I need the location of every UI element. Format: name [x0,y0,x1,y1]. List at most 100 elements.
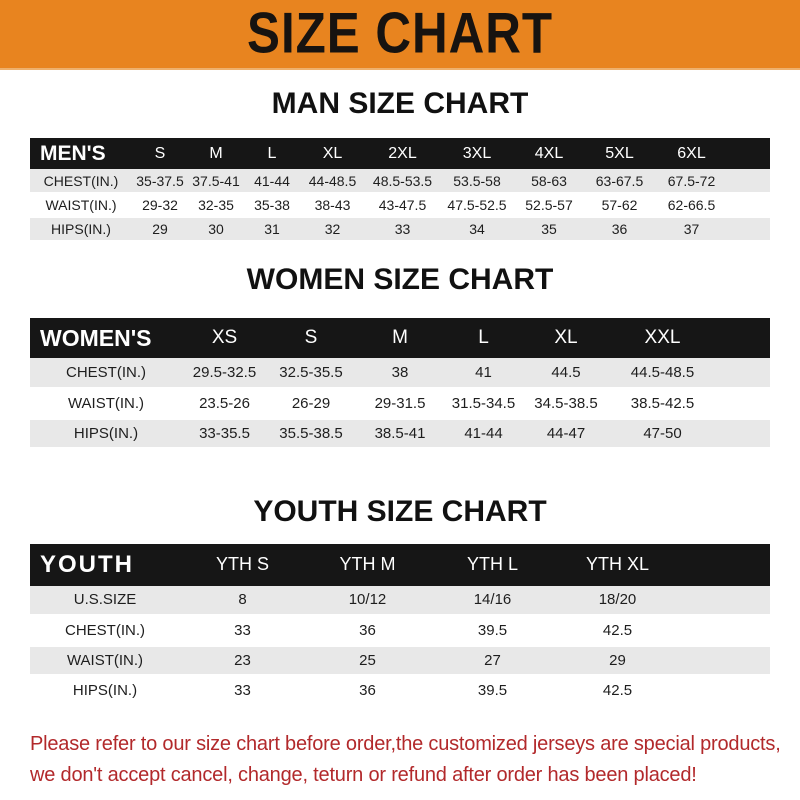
value-cell: 29 [132,217,188,242]
filler-cell [728,169,770,194]
value-cell: 41 [445,358,522,390]
value-cell: 23.5-26 [182,388,267,420]
value-cell: 58-63 [514,169,584,194]
value-cell: 43-47.5 [365,193,440,218]
value-cell: 14/16 [430,585,555,617]
value-cell: 47-50 [610,418,715,450]
value-cell: 44-47 [522,418,610,450]
value-cell: 25 [305,645,430,677]
value-cell: 33 [180,675,305,707]
value-cell: 53.5-58 [440,169,514,194]
section-women: WOMEN SIZE CHART WOMEN'S XS S M L XL XXL CHEST(… [0,263,800,450]
value-cell: 38-43 [300,193,365,218]
table-row: WAIST(IN.) 29-32 32-35 35-38 38-43 43-47.5 47.… [30,193,770,218]
value-cell: 36 [305,615,430,647]
table-header-row: WOMEN'S XS S M L XL XXL [30,318,770,358]
table-row: WAIST(IN.) 23.5-26 26-29 29-31.5 31.5-34.5 34… [30,388,770,420]
filler-cell [680,615,770,647]
value-cell: 37.5-41 [188,169,244,194]
value-cell: 44.5-48.5 [610,358,715,390]
value-cell: 23 [180,645,305,677]
value-cell: 42.5 [555,615,680,647]
column-header: S [132,138,188,169]
row-label: WAIST(IN.) [30,645,180,677]
table-row: CHEST(IN.) 35-37.5 37.5-41 41-44 44-48.5 48.5… [30,169,770,194]
value-cell: 37 [655,217,728,242]
filler-cell [680,543,770,586]
filler-cell [728,138,770,169]
row-label: CHEST(IN.) [30,169,132,194]
column-header: XXL [610,318,715,358]
filler-cell [728,217,770,242]
value-cell: 34 [440,217,514,242]
column-header: YTH L [430,543,555,586]
filler-cell [680,675,770,707]
value-cell: 31.5-34.5 [445,388,522,420]
row-label: WAIST(IN.) [30,388,182,420]
column-header: 2XL [365,138,440,169]
value-cell: 30 [188,217,244,242]
value-cell: 39.5 [430,615,555,647]
table-row: U.S.SIZE 8 10/12 14/16 18/20 [30,585,770,617]
row-label: WAIST(IN.) [30,193,132,218]
row-label: CHEST(IN.) [30,358,182,390]
value-cell: 41-44 [445,418,522,450]
value-cell: 62-66.5 [655,193,728,218]
value-cell: 29.5-32.5 [182,358,267,390]
column-header: 4XL [514,138,584,169]
value-cell: 39.5 [430,675,555,707]
table-row: CHEST(IN.) 33 36 39.5 42.5 [30,615,770,647]
banner: SIZE CHART [0,0,800,70]
disclaimer-line-1: Please refer to our size chart before or… [30,733,781,755]
column-header: S [267,318,355,358]
value-cell: 18/20 [555,585,680,617]
table-row: CHEST(IN.) 29.5-32.5 32.5-35.5 38 41 44.5 44.5… [30,358,770,390]
value-cell: 41-44 [244,169,300,194]
women-size-table: WOMEN'S XS S M L XL XXL CHEST(IN.) 29.5-32.5 32.5… [30,318,770,450]
value-cell: 29-31.5 [355,388,445,420]
row-label: HIPS(IN.) [30,675,180,707]
youth-size-table: YOUTH YTH S YTH M YTH L YTH XL U.S.SIZE 8 10/12… [30,543,770,707]
value-cell: 38.5-41 [355,418,445,450]
value-cell: 33 [365,217,440,242]
value-cell: 10/12 [305,585,430,617]
table-header-row: MEN'S S M L XL 2XL 3XL 4XL 5XL 6XL [30,138,770,169]
page-title: SIZE CHART [247,2,553,66]
filler-cell [680,645,770,677]
column-header: L [445,318,522,358]
value-cell: 29-32 [132,193,188,218]
value-cell: 34.5-38.5 [522,388,610,420]
column-header: 3XL [440,138,514,169]
table-header-row: YOUTH YTH S YTH M YTH L YTH XL [30,543,770,586]
column-header: 6XL [655,138,728,169]
table-row: HIPS(IN.) 33 36 39.5 42.5 [30,675,770,707]
value-cell: 33-35.5 [182,418,267,450]
row-label: HIPS(IN.) [30,418,182,450]
table-row: HIPS(IN.) 33-35.5 35.5-38.5 38.5-41 41-44 44-… [30,418,770,450]
value-cell: 35 [514,217,584,242]
value-cell: 29 [555,645,680,677]
men-section-title: MAN SIZE CHART [271,87,529,120]
disclaimer-line-2: we don't accept cancel, change, teturn o… [30,764,697,786]
table-title-cell: YOUTH [30,543,180,586]
value-cell: 35-38 [244,193,300,218]
value-cell: 36 [305,675,430,707]
filler-cell [715,388,770,420]
row-label: HIPS(IN.) [30,217,132,242]
value-cell: 32 [300,217,365,242]
column-header: M [355,318,445,358]
column-header: XL [522,318,610,358]
value-cell: 44-48.5 [300,169,365,194]
column-header: M [188,138,244,169]
youth-section-title: YOUTH SIZE CHART [253,494,547,528]
value-cell: 35-37.5 [132,169,188,194]
filler-cell [715,318,770,358]
men-size-table: MEN'S S M L XL 2XL 3XL 4XL 5XL 6XL CHEST(IN.) 35-37… [30,138,770,242]
section-men: MAN SIZE CHART MEN'S S M L XL 2XL 3XL 4XL 5XL 6XL… [0,87,800,242]
section-youth: YOUTH SIZE CHART YOUTH YTH S YTH M YTH L YTH… [0,494,800,707]
value-cell: 63-67.5 [584,169,655,194]
filler-cell [715,358,770,390]
value-cell: 33 [180,615,305,647]
row-label: CHEST(IN.) [30,615,180,647]
